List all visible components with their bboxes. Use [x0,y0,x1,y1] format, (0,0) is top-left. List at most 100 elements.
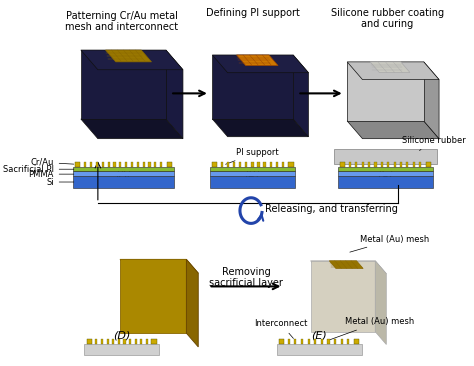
FancyBboxPatch shape [341,339,343,344]
Polygon shape [106,50,152,62]
Polygon shape [120,259,198,273]
Polygon shape [370,62,410,72]
FancyBboxPatch shape [233,162,236,167]
FancyBboxPatch shape [129,339,131,344]
FancyBboxPatch shape [338,171,433,176]
FancyBboxPatch shape [251,162,254,167]
FancyBboxPatch shape [112,339,114,344]
FancyBboxPatch shape [101,339,103,344]
Text: (C): (C) [377,168,394,178]
Polygon shape [186,259,198,347]
FancyBboxPatch shape [84,344,159,355]
FancyBboxPatch shape [154,162,156,167]
FancyBboxPatch shape [338,176,433,188]
FancyBboxPatch shape [210,171,295,176]
FancyBboxPatch shape [275,162,278,167]
FancyBboxPatch shape [374,162,376,167]
Text: (A): (A) [115,168,132,178]
FancyBboxPatch shape [354,339,359,344]
FancyBboxPatch shape [368,162,370,167]
FancyBboxPatch shape [210,176,295,188]
FancyBboxPatch shape [148,162,151,167]
Polygon shape [347,121,439,139]
Text: Removing
sacrificial layer: Removing sacrificial layer [209,267,283,288]
FancyBboxPatch shape [289,162,293,167]
FancyBboxPatch shape [227,162,229,167]
FancyBboxPatch shape [135,339,137,344]
FancyBboxPatch shape [113,162,116,167]
Polygon shape [166,50,183,139]
Text: (B): (B) [245,168,261,178]
FancyBboxPatch shape [270,162,272,167]
Text: Interconnect: Interconnect [254,319,308,339]
FancyBboxPatch shape [90,162,92,167]
Polygon shape [212,55,293,119]
FancyBboxPatch shape [210,167,295,171]
Text: (E): (E) [311,331,327,341]
Polygon shape [347,62,424,121]
FancyBboxPatch shape [264,162,265,167]
FancyBboxPatch shape [282,162,284,167]
Text: Metal (Au) mesh: Metal (Au) mesh [350,235,429,252]
FancyBboxPatch shape [419,162,421,167]
FancyBboxPatch shape [349,162,351,167]
Polygon shape [424,62,439,139]
Polygon shape [237,55,278,66]
FancyBboxPatch shape [276,344,362,355]
FancyBboxPatch shape [95,339,98,344]
Text: Sacrificial PI: Sacrificial PI [3,165,74,174]
FancyBboxPatch shape [96,162,98,167]
FancyBboxPatch shape [84,162,86,167]
FancyBboxPatch shape [246,162,247,167]
Text: Patterning Cr/Au metal
mesh and interconnect: Patterning Cr/Au metal mesh and intercon… [65,11,178,32]
FancyBboxPatch shape [321,339,323,344]
FancyBboxPatch shape [221,162,223,167]
Text: Si: Si [46,178,74,187]
FancyBboxPatch shape [118,339,120,344]
Polygon shape [81,50,166,119]
FancyBboxPatch shape [426,162,431,167]
FancyBboxPatch shape [308,339,310,344]
FancyBboxPatch shape [87,339,92,344]
FancyBboxPatch shape [339,162,345,167]
Text: Defining PI support: Defining PI support [206,8,300,18]
FancyBboxPatch shape [257,162,260,167]
FancyBboxPatch shape [334,149,438,164]
FancyBboxPatch shape [279,339,284,344]
FancyBboxPatch shape [301,339,303,344]
FancyBboxPatch shape [73,167,173,171]
FancyBboxPatch shape [212,162,217,167]
FancyBboxPatch shape [160,162,162,167]
Polygon shape [310,261,375,332]
FancyBboxPatch shape [137,162,139,167]
FancyBboxPatch shape [338,167,433,171]
FancyBboxPatch shape [413,162,415,167]
FancyBboxPatch shape [143,162,145,167]
Polygon shape [310,261,386,274]
FancyBboxPatch shape [123,339,126,344]
FancyBboxPatch shape [387,162,389,167]
FancyBboxPatch shape [393,162,396,167]
Text: Metal (Au) mesh: Metal (Au) mesh [330,317,414,340]
Polygon shape [293,55,309,137]
FancyBboxPatch shape [131,162,133,167]
Polygon shape [212,119,309,137]
FancyBboxPatch shape [73,176,173,188]
FancyBboxPatch shape [314,339,316,344]
Polygon shape [212,55,309,73]
Polygon shape [81,50,183,70]
Polygon shape [347,62,439,79]
FancyBboxPatch shape [125,162,127,167]
FancyBboxPatch shape [167,162,172,167]
FancyBboxPatch shape [362,162,364,167]
FancyBboxPatch shape [406,162,409,167]
FancyBboxPatch shape [334,339,336,344]
Polygon shape [81,119,183,139]
Text: PI support: PI support [226,148,278,164]
Text: PMMA: PMMA [28,169,74,179]
FancyBboxPatch shape [146,339,148,344]
Polygon shape [329,261,363,269]
FancyBboxPatch shape [328,339,329,344]
FancyBboxPatch shape [102,162,104,167]
FancyBboxPatch shape [294,339,296,344]
